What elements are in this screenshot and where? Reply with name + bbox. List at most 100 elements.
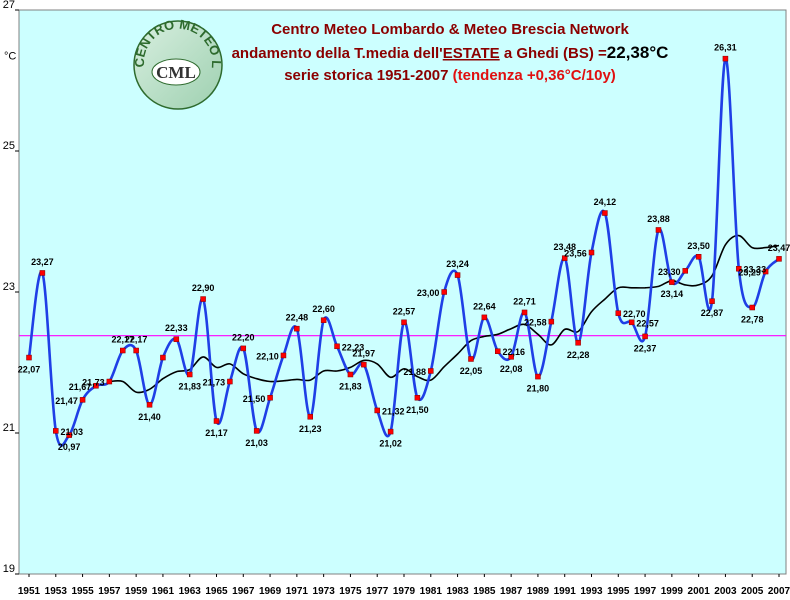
- title-mean-value: 22,38°C: [607, 43, 669, 62]
- data-point: [561, 255, 568, 261]
- data-label: 22,57: [393, 306, 416, 316]
- data-point: [106, 378, 113, 385]
- data-label: 21,73: [203, 378, 226, 388]
- data-label: 22,90: [192, 283, 215, 293]
- data-point: [267, 395, 273, 401]
- data-point: [66, 432, 72, 438]
- logo-initials: CML: [156, 63, 196, 82]
- data-point: [602, 210, 608, 216]
- data-point: [93, 383, 99, 389]
- data-label: 21,03: [61, 427, 84, 437]
- data-point: [762, 268, 769, 275]
- title-line-3: serie storica 1951-2007 (tendenza +0,36°…: [284, 67, 616, 84]
- data-label: 22,10: [256, 351, 279, 361]
- x-axis: 1951 1953 1955 1957 1959 1961 1963 1965 1967 1969…: [18, 574, 790, 597]
- title-line-1: Centro Meteo Lombardo & Meteo Brescia Ne…: [271, 21, 629, 38]
- data-label: 22,71: [513, 296, 536, 306]
- data-label: 21,80: [527, 384, 550, 394]
- data-point: [454, 272, 461, 278]
- data-label: 26,31: [714, 43, 737, 53]
- data-point: [535, 373, 541, 380]
- data-label: 21,83: [339, 381, 362, 391]
- data-point: [307, 414, 313, 420]
- data-label: 21,73: [82, 378, 105, 388]
- data-point: [347, 371, 354, 378]
- data-label: 22,17: [125, 335, 148, 345]
- data-label: 22,37: [634, 343, 657, 353]
- data-label: 21,02: [379, 439, 402, 449]
- data-label: 23,29: [738, 268, 761, 278]
- x-tick-label: 1969: [259, 586, 282, 597]
- x-tick-label: 1977: [366, 586, 389, 597]
- data-label: 23,48: [553, 242, 576, 252]
- data-label: 22,57: [636, 318, 659, 328]
- data-label: 21,50: [243, 394, 266, 404]
- data-label: 21,50: [406, 405, 429, 415]
- y-tick-label: 19: [3, 563, 15, 575]
- data-point: [588, 249, 595, 256]
- data-label: 22,70: [623, 309, 646, 319]
- data-point: [26, 354, 32, 361]
- data-point: [53, 428, 59, 434]
- data-point: [736, 265, 742, 272]
- data-point: [120, 347, 126, 354]
- data-label: 21,97: [353, 349, 376, 359]
- logo-badge: [151, 58, 201, 86]
- data-point: [146, 402, 153, 408]
- x-tick-label: 1981: [420, 586, 443, 597]
- data-label: 21,67: [69, 382, 92, 392]
- data-point: [575, 340, 581, 346]
- plot-area: [18, 9, 787, 575]
- data-label: 22,78: [741, 315, 764, 325]
- moving-average-line: [109, 234, 780, 394]
- data-point: [669, 279, 675, 285]
- x-tick-label: 1973: [313, 586, 336, 597]
- data-label: 22,08: [500, 364, 523, 374]
- y-unit-label: °C: [4, 50, 16, 62]
- data-point: [387, 428, 394, 435]
- x-tick-label: 1967: [232, 586, 255, 597]
- data-point: [776, 256, 782, 262]
- data-label: 22,58: [524, 318, 547, 328]
- x-tick-label: 2007: [768, 586, 790, 597]
- title-season: ESTATE: [443, 45, 500, 62]
- data-label: 23,24: [446, 259, 469, 269]
- data-point: [682, 268, 688, 274]
- data-label: 22,87: [701, 308, 724, 318]
- data-label: 21,47: [55, 396, 78, 406]
- data-point: [615, 310, 622, 316]
- data-point: [160, 354, 166, 361]
- data-point: [655, 227, 662, 233]
- data-point: [320, 317, 327, 323]
- data-point: [213, 418, 220, 424]
- data-point: [642, 333, 648, 340]
- data-label: 22,05: [460, 366, 483, 376]
- data-labels: 22,0723,2721,0320,9721,4721,6721,7322,17…: [18, 43, 790, 452]
- x-tick-label: 1965: [205, 586, 228, 597]
- x-tick-label: 1951: [18, 586, 41, 597]
- x-tick-label: 1979: [393, 586, 416, 597]
- data-point: [441, 289, 447, 295]
- data-label: 21,23: [299, 424, 322, 434]
- data-label: 22,60: [312, 304, 335, 314]
- data-point: [280, 352, 287, 359]
- data-label: 22,64: [473, 301, 496, 311]
- data-point: [628, 319, 635, 326]
- data-label: 23,50: [687, 241, 710, 251]
- data-label: 22,20: [232, 332, 255, 342]
- data-label: 21,40: [138, 412, 161, 422]
- data-label: 23,88: [647, 214, 670, 224]
- data-label: 21,17: [205, 428, 228, 438]
- data-point: [521, 309, 528, 316]
- data-point: [186, 371, 193, 378]
- y-tick-label: 27: [3, 0, 15, 11]
- data-point: [695, 254, 702, 260]
- x-tick-label: 1993: [580, 586, 603, 597]
- x-tick-label: 1957: [98, 586, 121, 597]
- temperature-line: [27, 57, 780, 447]
- data-point: [39, 270, 46, 276]
- data-point: [200, 296, 206, 302]
- data-label: 21,32: [382, 406, 405, 416]
- y-tick-label: 23: [3, 281, 15, 293]
- data-label: 23,33: [744, 265, 767, 275]
